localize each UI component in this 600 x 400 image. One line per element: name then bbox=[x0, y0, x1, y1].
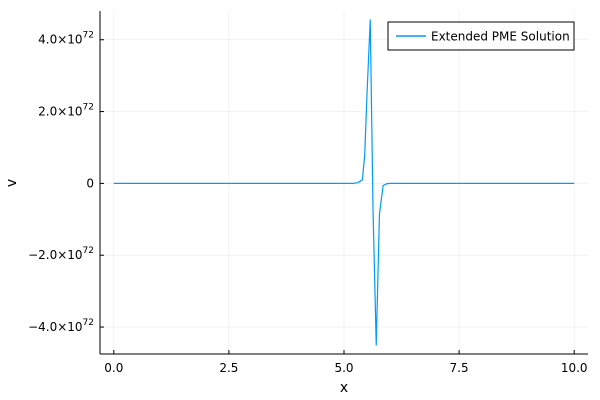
x-tick-label: 7.5 bbox=[450, 361, 469, 375]
series bbox=[113, 19, 575, 346]
y-tick-label: −4.0×1072 bbox=[28, 318, 94, 334]
x-tick-label: 10.0 bbox=[561, 361, 588, 375]
y-axis-label: v bbox=[4, 179, 20, 187]
legend: Extended PME Solution bbox=[387, 21, 575, 51]
x-tick-label: 2.5 bbox=[219, 361, 238, 375]
x-tick-label: 0.0 bbox=[104, 361, 123, 375]
y-tick-label: 4.0×1072 bbox=[38, 31, 94, 47]
x-tick-label: 5.0 bbox=[334, 361, 353, 375]
grid bbox=[100, 11, 588, 354]
y-tick-label: 2.0×1072 bbox=[38, 103, 94, 119]
legend-label: Extended PME Solution bbox=[431, 30, 570, 44]
y-tick-label: 0 bbox=[86, 176, 94, 190]
ticks: 0.0 2.5 5.0 7.5 10.0 −4.0×1072 −2.0×1072 0 2.0×1… bbox=[28, 31, 587, 375]
series-line bbox=[113, 19, 575, 346]
y-tick-label: −2.0×1072 bbox=[28, 246, 94, 262]
x-axis-label: x bbox=[340, 380, 348, 396]
